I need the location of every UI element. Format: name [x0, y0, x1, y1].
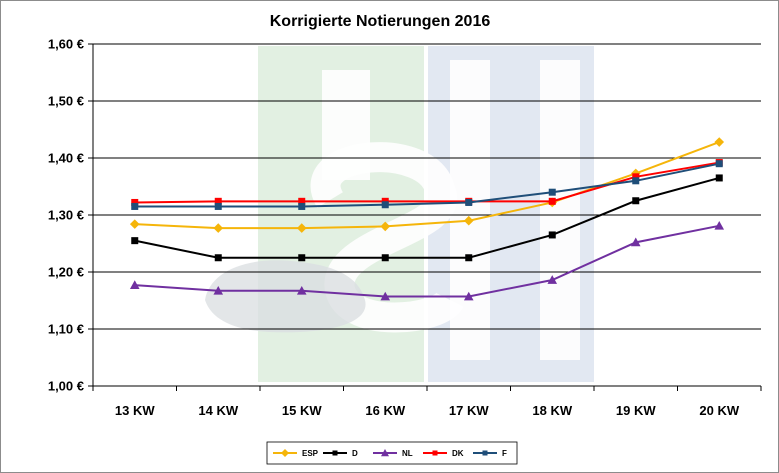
- series-line-dk: [134, 161, 720, 204]
- legend: ESP D NL DK F: [266, 441, 518, 465]
- data-point-f: [715, 160, 723, 168]
- data-point-esp: [129, 219, 140, 229]
- series-line-nl: [134, 224, 720, 298]
- data-point-f: [214, 202, 222, 210]
- data-point-nl: [630, 237, 641, 247]
- legend-label-nl: NL: [402, 449, 413, 458]
- legend-marker-esp: [281, 449, 289, 457]
- chart-title: Korrigierte Notierungen 2016: [270, 13, 491, 30]
- data-point-d: [465, 254, 473, 262]
- legend-marker-f: [482, 450, 488, 456]
- series-line-d: [134, 176, 720, 259]
- data-point-dk: [214, 197, 222, 205]
- series-esp: [129, 137, 725, 233]
- grid-lines: [93, 43, 761, 330]
- data-point-esp: [380, 221, 391, 232]
- x-tick-label: 14 KW: [198, 403, 238, 418]
- data-point-f: [131, 202, 139, 210]
- legend-marker-dk: [432, 450, 438, 456]
- data-point-dk: [632, 173, 640, 181]
- data-point-f: [298, 202, 306, 210]
- isn-logo-watermark: [205, 46, 594, 382]
- data-point-nl: [213, 286, 224, 295]
- data-point-nl: [463, 291, 474, 301]
- data-point-d: [381, 254, 389, 262]
- legend-label-f: F: [502, 449, 507, 458]
- data-point-dk: [548, 197, 556, 205]
- x-tick-label: 13 KW: [115, 403, 155, 418]
- data-point-f: [632, 177, 640, 185]
- data-point-d: [131, 237, 139, 245]
- data-point-d: [715, 174, 723, 182]
- data-point-nl: [714, 221, 725, 230]
- data-point-esp: [296, 223, 307, 233]
- series-d: [131, 174, 723, 262]
- x-tick-label: 19 KW: [616, 403, 656, 418]
- data-point-f: [381, 201, 389, 209]
- y-tick-label: 1,30 €: [48, 208, 84, 223]
- series-nl: [129, 221, 725, 301]
- y-tick-label: 1,50 €: [48, 94, 84, 109]
- data-point-f: [465, 198, 473, 206]
- x-axis-ticks: 13 KW 14 KW 15 KW 16 KW 17 KW 18 KW 19 KW 20 KW: [115, 403, 740, 418]
- x-tick-label: 16 KW: [365, 403, 405, 418]
- x-tick-label: 15 KW: [282, 403, 322, 418]
- series-group: [129, 137, 725, 301]
- series-line-esp: [134, 141, 720, 230]
- data-point-f: [548, 188, 556, 196]
- data-point-d: [632, 197, 640, 205]
- y-tick-label: 1,40 €: [48, 151, 84, 166]
- series-line-f: [134, 162, 720, 208]
- data-point-d: [298, 254, 306, 262]
- legend-label-dk: DK: [452, 449, 464, 458]
- y-tick-label: 1,10 €: [48, 322, 84, 337]
- legend-label-d: D: [352, 449, 358, 458]
- data-point-nl: [380, 291, 391, 301]
- data-point-nl: [296, 286, 307, 295]
- x-tick-label: 17 KW: [449, 403, 489, 418]
- legend-marker-d: [332, 450, 338, 456]
- data-point-d: [548, 231, 556, 239]
- data-point-nl: [547, 275, 558, 284]
- data-point-esp: [213, 223, 224, 233]
- data-point-dk: [298, 197, 306, 205]
- data-point-dk: [131, 198, 139, 206]
- y-tick-label: 1,20 €: [48, 265, 84, 280]
- legend-marker-nl: [381, 449, 389, 457]
- data-point-esp: [714, 137, 725, 147]
- series-f: [131, 160, 723, 210]
- y-tick-label: 1,60 €: [48, 37, 84, 52]
- x-tick-label: 18 KW: [532, 403, 572, 418]
- x-tick-label: 20 KW: [699, 403, 739, 418]
- data-point-d: [214, 254, 222, 262]
- legend-label-esp: ESP: [302, 449, 319, 458]
- data-point-nl: [129, 280, 140, 289]
- y-axis-ticks: 1,00 € 1,10 € 1,20 € 1,30 € 1,40 € 1,50 € 1,60…: [48, 37, 93, 394]
- data-point-esp: [463, 215, 474, 226]
- y-tick-label: 1,00 €: [48, 379, 84, 394]
